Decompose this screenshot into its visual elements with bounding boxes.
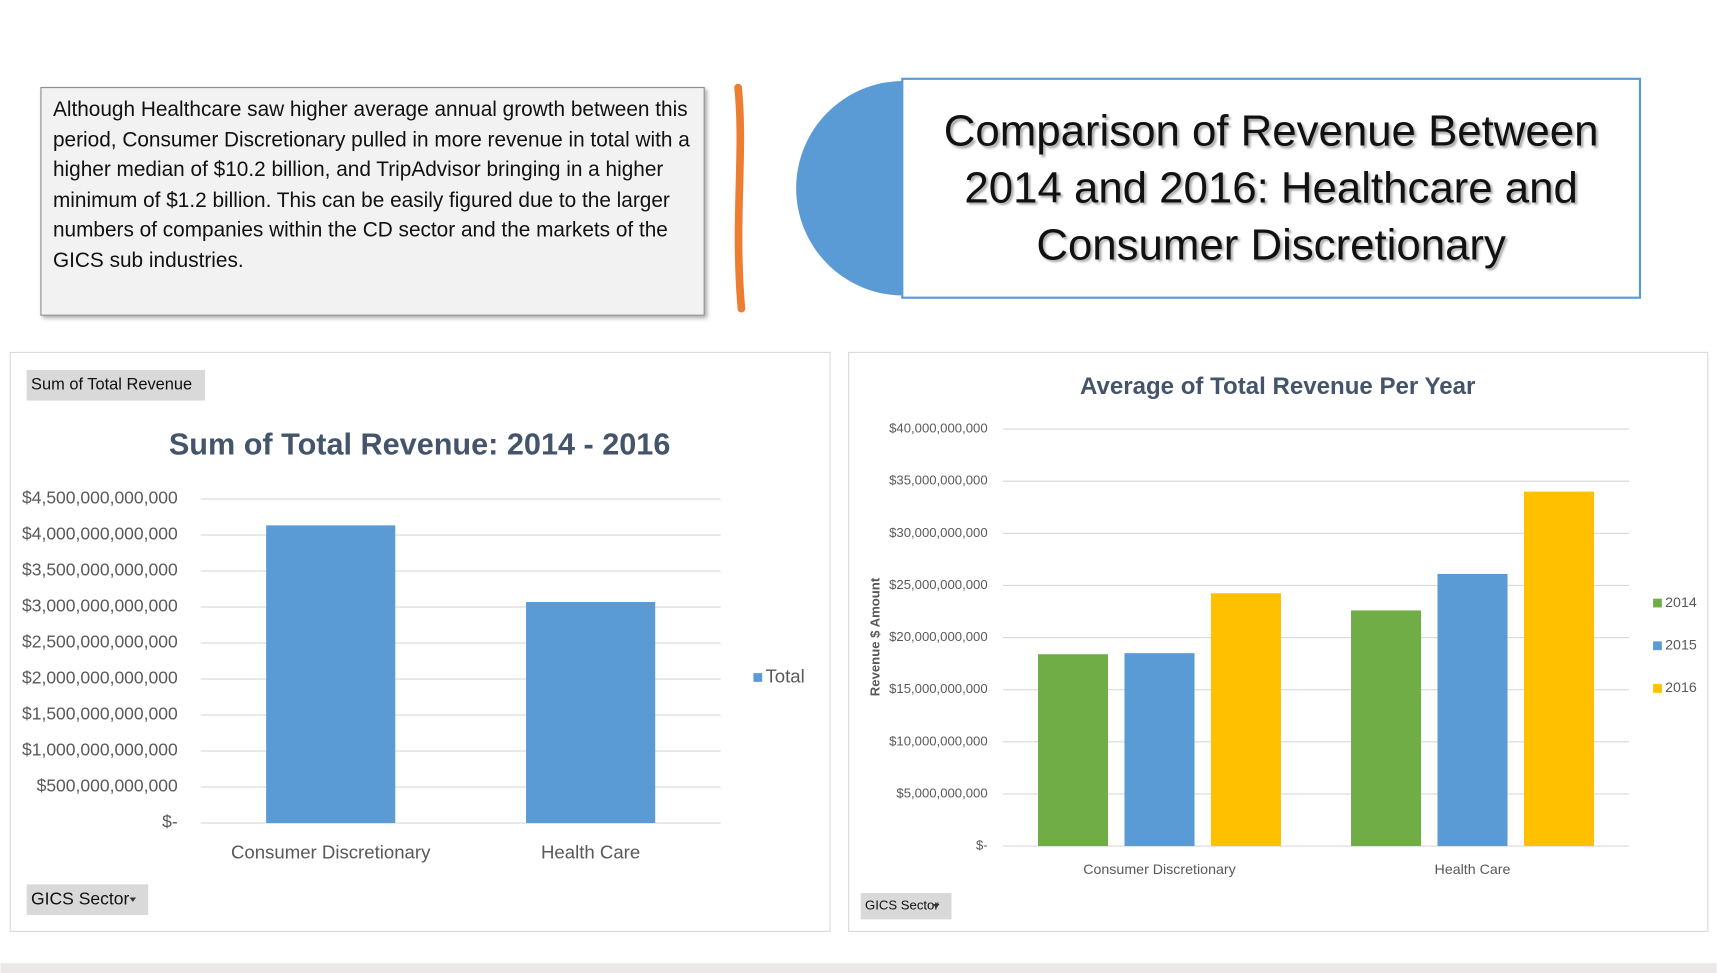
divider — [734, 83, 746, 313]
bar — [1351, 610, 1422, 847]
y-tick-label: $1,500,000,000,000 — [22, 704, 178, 724]
y-tick-label: $30,000,000,000 — [889, 525, 988, 540]
y-tick-label: $10,000,000,000 — [889, 733, 988, 748]
bar — [1210, 593, 1281, 847]
y-tick-label: $2,500,000,000,000 — [22, 632, 178, 652]
legend-swatch — [1653, 641, 1662, 651]
y-tick-label: $40,000,000,000 — [889, 421, 988, 436]
dropdown-arrow — [129, 897, 137, 902]
y-tick-label: $35,000,000,000 — [889, 473, 988, 488]
title-container: Comparison of Revenue Between 2014 and 2… — [943, 107, 1599, 270]
bar — [1523, 491, 1594, 847]
note-container: Although Healthcare saw higher average a… — [52, 98, 690, 272]
field-button-label: GICS Sector — [865, 898, 939, 913]
title-decor — [796, 80, 904, 296]
y-tick-label: $500,000,000,000 — [37, 776, 178, 796]
y-tick-label: $4,000,000,000,000 — [22, 524, 178, 544]
field-button-label: Sum of Total Revenue — [31, 376, 192, 394]
legend-label: 2014 — [1665, 595, 1697, 611]
legend-label: 2016 — [1665, 680, 1697, 696]
field-button-label: GICS Sector — [31, 888, 129, 908]
legend-swatch — [753, 673, 763, 682]
note-text: Although Healthcare saw higher average a… — [52, 98, 690, 272]
bar — [1437, 573, 1508, 847]
bar — [1037, 654, 1109, 847]
footer-strip — [0, 963, 1717, 973]
legend-swatch — [1653, 684, 1662, 693]
y-tick-label: $20,000,000,000 — [889, 629, 988, 644]
title-box — [901, 77, 1642, 299]
legend-label: 2015 — [1665, 637, 1697, 653]
dropdown-arrow — [932, 904, 940, 909]
y-tick-label: $2,000,000,000,000 — [22, 668, 178, 688]
y-axis-label: Revenue $ Amount — [867, 577, 882, 696]
slide-title: Comparison of Revenue Between 2014 and 2… — [943, 107, 1599, 270]
x-tick-label: Health Care — [541, 842, 640, 863]
legend-label: Total — [765, 665, 804, 686]
x-tick-label: Consumer Discretionary — [1083, 862, 1236, 878]
x-tick-label: Consumer Discretionary — [231, 842, 431, 863]
y-tick-label: $15,000,000,000 — [889, 681, 988, 696]
note-box — [40, 87, 705, 316]
y-tick-label: $1,000,000,000,000 — [22, 740, 178, 760]
y-tick-label: $- — [162, 812, 178, 832]
chart-title: Average of Total Revenue Per Year — [1080, 373, 1475, 400]
y-tick-label: $3,000,000,000,000 — [22, 596, 178, 616]
chart-title: Sum of Total Revenue: 2014 - 2016 — [169, 428, 671, 462]
bar — [1124, 653, 1195, 847]
x-tick-label: Health Care — [1435, 862, 1511, 878]
y-tick-label: $25,000,000,000 — [889, 577, 988, 592]
y-tick-label: $3,500,000,000,000 — [22, 560, 178, 580]
field-button[interactable] — [26, 369, 206, 401]
y-tick-label: $5,000,000,000 — [896, 785, 987, 800]
legend-swatch — [1653, 598, 1662, 608]
bar — [266, 525, 396, 824]
y-tick-label: $- — [976, 838, 988, 853]
bar — [526, 602, 656, 824]
y-tick-label: $4,500,000,000,000 — [22, 488, 178, 508]
field-button[interactable] — [26, 884, 149, 915]
chart-panel — [9, 351, 831, 932]
